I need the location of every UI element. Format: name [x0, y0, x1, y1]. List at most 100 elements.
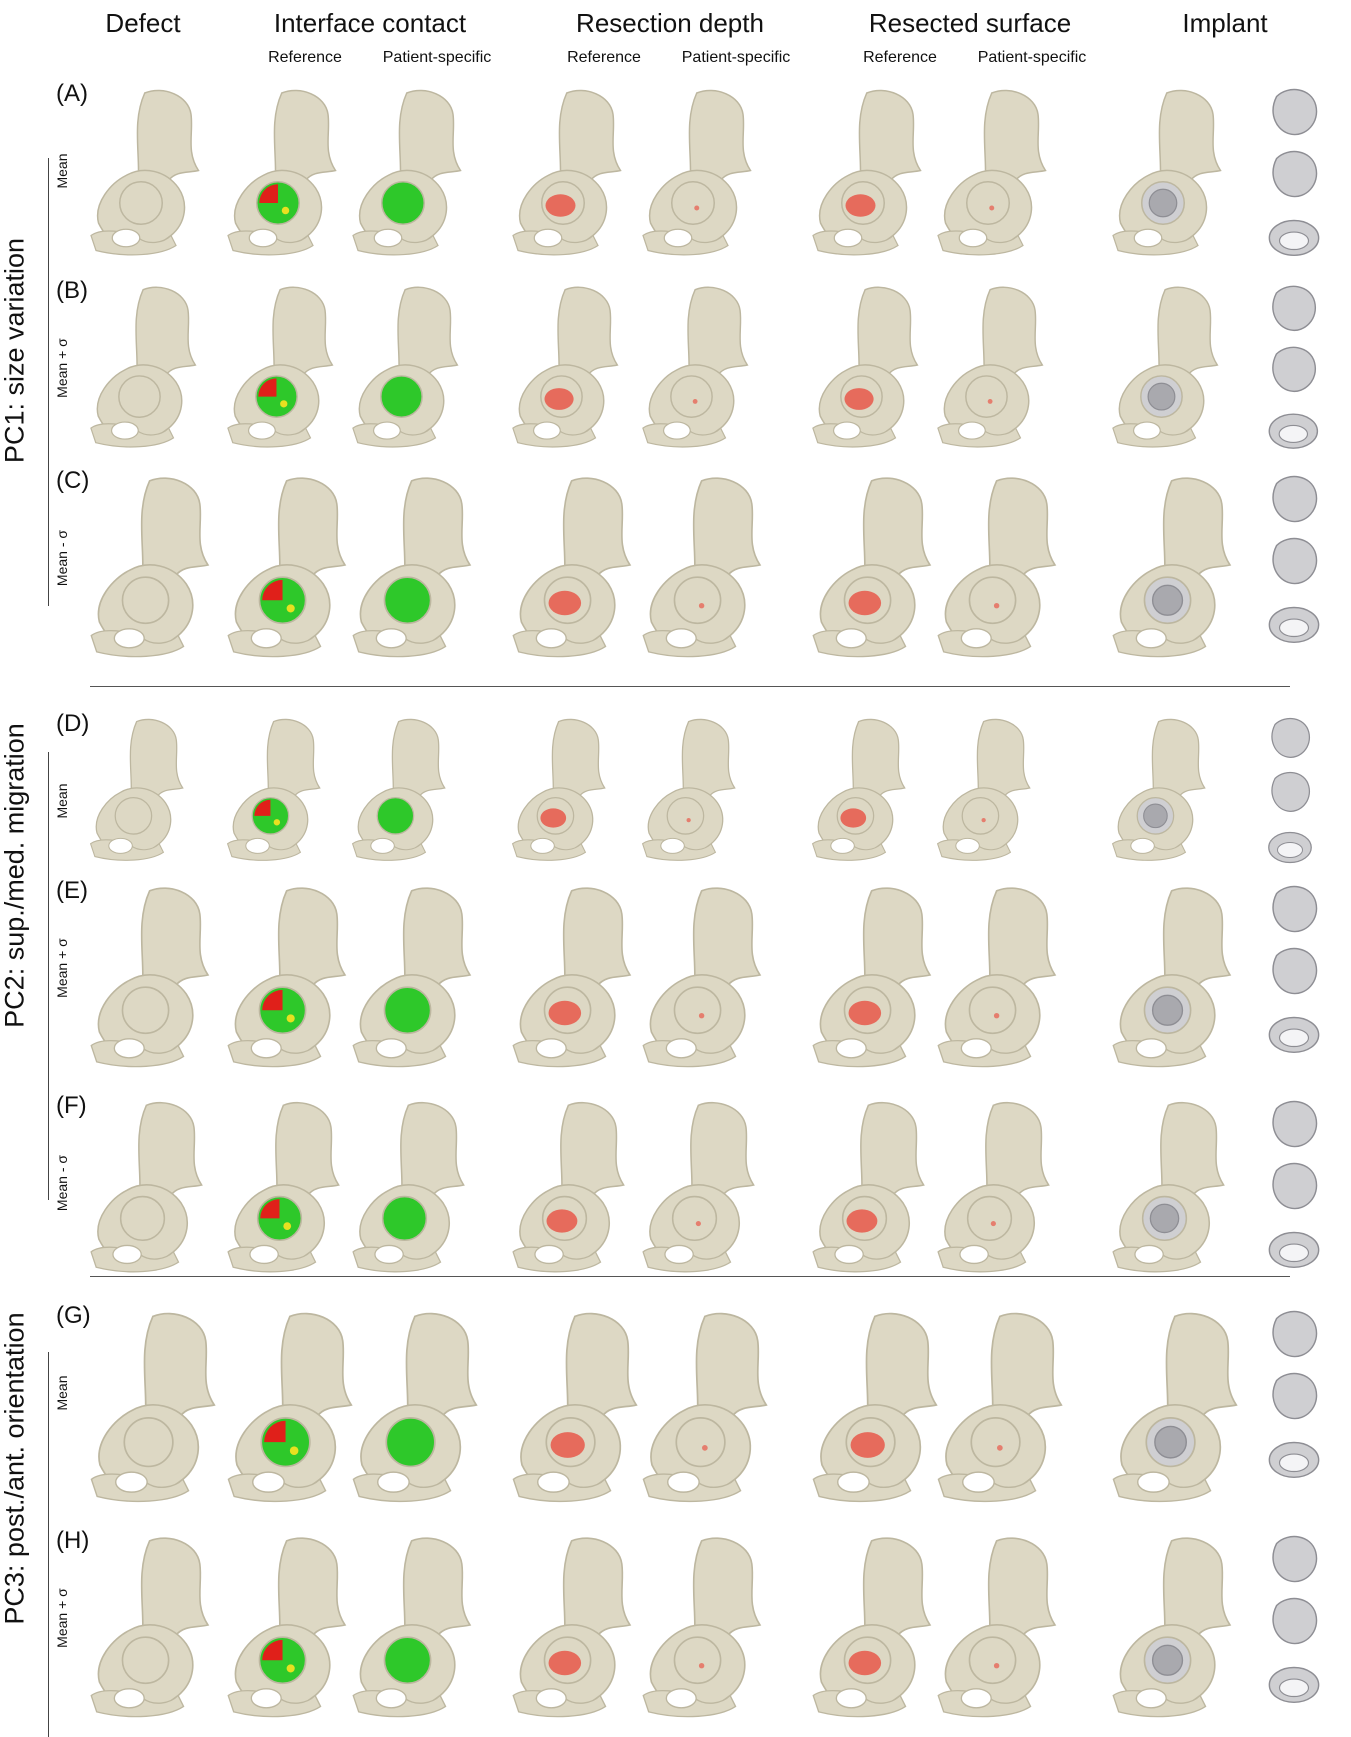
separator-1 — [90, 686, 1290, 687]
implant-liner — [1154, 1425, 1187, 1459]
implant-view-shell — [1272, 1162, 1318, 1210]
implant-liner — [1151, 1644, 1184, 1676]
pelvis-render-rs-ref — [812, 1101, 925, 1273]
row-label: (A) — [56, 80, 88, 107]
pelvis-render-ic-ref — [227, 1537, 347, 1718]
obturator-foramen — [377, 1471, 410, 1493]
acetabular-cup — [966, 1195, 1013, 1242]
implant-liner — [1149, 1203, 1180, 1234]
pelvis-render-defect — [90, 1537, 210, 1718]
row-variant-label: Mean + σ — [54, 1588, 70, 1648]
resection-spot — [698, 603, 705, 609]
row-variant-label: Mean - σ — [54, 529, 70, 587]
obturator-foramen — [962, 1471, 995, 1493]
obturator-foramen — [1135, 1038, 1167, 1059]
header-resection-depth: Resection depth — [576, 8, 764, 38]
resection-spot — [993, 603, 1000, 609]
pelvis-render-ic-ps — [352, 477, 472, 658]
implant-liner — [1151, 584, 1184, 616]
obturator-foramen — [249, 1244, 279, 1265]
iliac-wing — [1157, 286, 1219, 376]
row-label: (D) — [56, 710, 90, 737]
iliac-wing — [391, 718, 446, 798]
iliac-wing — [692, 477, 762, 577]
acetabular-cup — [968, 1636, 1017, 1685]
implant-view-shell — [1271, 771, 1311, 812]
obturator-foramen — [370, 837, 395, 854]
iliac-wing — [695, 1312, 768, 1418]
iliac-wing — [987, 1537, 1057, 1637]
resection-patch — [546, 1209, 578, 1233]
contact-deficit-patch — [254, 799, 271, 816]
pelvis-render-rd-ps — [642, 1312, 768, 1503]
implant-view-shell — [1272, 885, 1318, 933]
sub-rd-patient: Patient-specific — [681, 49, 791, 66]
iliac-wing — [277, 887, 347, 987]
resection-spot — [981, 818, 986, 823]
implant-liner — [1147, 382, 1176, 411]
acetabular-cup — [970, 1417, 1021, 1468]
group-label-pc3: PC3: post./ant. orientation — [0, 1312, 30, 1625]
contact-deficit-patch — [259, 184, 278, 203]
sub-rs-patient: Patient-specific — [977, 49, 1087, 66]
pelvis-render-rs-ps — [937, 477, 1057, 658]
iliac-wing — [858, 89, 922, 182]
resection-patch — [840, 808, 867, 828]
pelvis-render-rs-ref — [812, 887, 932, 1068]
obturator-foramen — [664, 1244, 694, 1265]
contact-mid-patch — [273, 819, 281, 826]
iliac-wing — [860, 1101, 925, 1197]
iliac-wing — [865, 1312, 938, 1418]
pelvis-render-defect — [90, 887, 210, 1068]
iliac-wing — [851, 718, 906, 798]
iliac-wing — [692, 887, 762, 987]
pelvis-render-ic-ps — [352, 887, 472, 1068]
iliac-wing — [1162, 1537, 1232, 1637]
acetabular-cup — [385, 1417, 436, 1468]
acetabular-cup — [675, 1417, 726, 1468]
iliac-wing — [275, 1101, 340, 1197]
obturator-foramen — [250, 628, 282, 649]
contact-mid-patch — [281, 206, 290, 215]
obturator-foramen — [665, 628, 697, 649]
pelvis-render-rs-ps — [937, 1537, 1057, 1718]
pelvis-render-implant — [1112, 1312, 1238, 1503]
iliac-wing — [405, 1312, 478, 1418]
acetabular-cup — [114, 797, 153, 835]
pelvis-render-rd-ps — [642, 89, 752, 256]
pelvis-render-rd-ps — [642, 1537, 762, 1718]
iliac-wing — [982, 286, 1044, 376]
resection-spot — [698, 1013, 705, 1019]
obturator-foramen — [530, 837, 555, 854]
iliac-wing — [1151, 718, 1206, 798]
iliac-wing — [143, 1312, 216, 1418]
acetabular-cup — [119, 1195, 166, 1242]
contact-mid-patch — [286, 1664, 295, 1673]
iliac-wing — [976, 718, 1031, 798]
pelvis-render-rs-ref — [812, 1312, 938, 1503]
pelvis-render-rd-ps — [642, 1101, 755, 1273]
pelvis-render-rs-ref — [812, 1537, 932, 1718]
resection-patch — [848, 590, 882, 616]
group-label-pc1: PC1: size variation — [0, 237, 30, 464]
pelvis-render-ic-ps — [352, 1312, 478, 1503]
acetabular-cup — [119, 181, 163, 225]
acetabular-cup — [118, 375, 161, 418]
pelvis-render-defect — [90, 89, 200, 256]
iliac-wing — [136, 89, 200, 182]
implant-shell — [1272, 885, 1318, 933]
resection-patch — [848, 1000, 882, 1026]
obturator-foramen — [532, 421, 561, 440]
iliac-wing — [562, 1537, 632, 1637]
pelvis-render-rs-ps — [937, 286, 1044, 448]
pelvis-render-ic-ref — [227, 1312, 353, 1503]
obturator-foramen — [960, 1038, 992, 1059]
obturator-foramen — [1133, 228, 1163, 248]
pelvis-render-rd-ref — [512, 1537, 632, 1718]
pelvis-render-implant — [1112, 1101, 1225, 1273]
iliac-wing — [140, 1537, 210, 1637]
iliac-wing — [562, 477, 632, 577]
obturator-foramen — [374, 1244, 404, 1265]
implant-ring-hole — [1278, 1453, 1310, 1473]
acetabular-cup — [121, 986, 170, 1035]
